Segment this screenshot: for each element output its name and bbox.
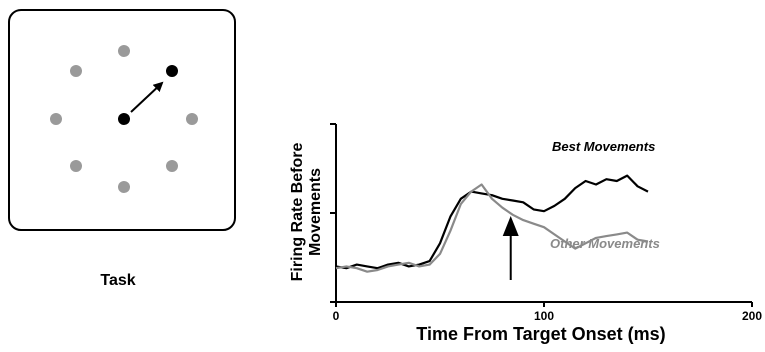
target-top-left: [70, 65, 82, 77]
target-bottom-right: [166, 160, 178, 172]
task-label: Task: [100, 272, 135, 289]
center-start-dot: [118, 113, 130, 125]
series-layer: [335, 174, 649, 273]
x-tick-label-200: 200: [742, 309, 762, 323]
y-axis-title-line-2: Movements: [307, 168, 324, 256]
target-left: [50, 113, 62, 125]
series-line-other-movements: [335, 183, 649, 273]
annotation-arrow-head: [502, 216, 519, 236]
annotation-layer: [502, 216, 519, 280]
target-top-right-active: [166, 65, 178, 77]
y-axis-title: Firing Rate Before Movements: [289, 143, 324, 282]
target-right: [186, 113, 198, 125]
series-label-other-movements: Other Movements: [550, 236, 660, 251]
movement-arrow: [130, 81, 164, 113]
x-axis-title: Time From Target Onset (ms): [416, 324, 665, 344]
target-top: [118, 45, 130, 57]
x-ticks: 0 100 200: [333, 302, 762, 323]
task-panel: Task: [8, 9, 236, 289]
y-axis-title-line-1: Firing Rate Before: [289, 143, 306, 282]
target-bottom-left: [70, 160, 82, 172]
x-tick-label-0: 0: [333, 309, 340, 323]
x-tick-label-100: 100: [534, 309, 554, 323]
task-panel-frame: [8, 9, 236, 231]
series-label-best-movements: Best Movements: [552, 139, 655, 154]
series-line-best-movements: [335, 174, 649, 270]
series-labels: Best Movements Other Movements: [550, 139, 660, 251]
chart: 0 100 200 Best Movements Other Movements Ti…: [289, 123, 762, 344]
target-bottom: [118, 181, 130, 193]
